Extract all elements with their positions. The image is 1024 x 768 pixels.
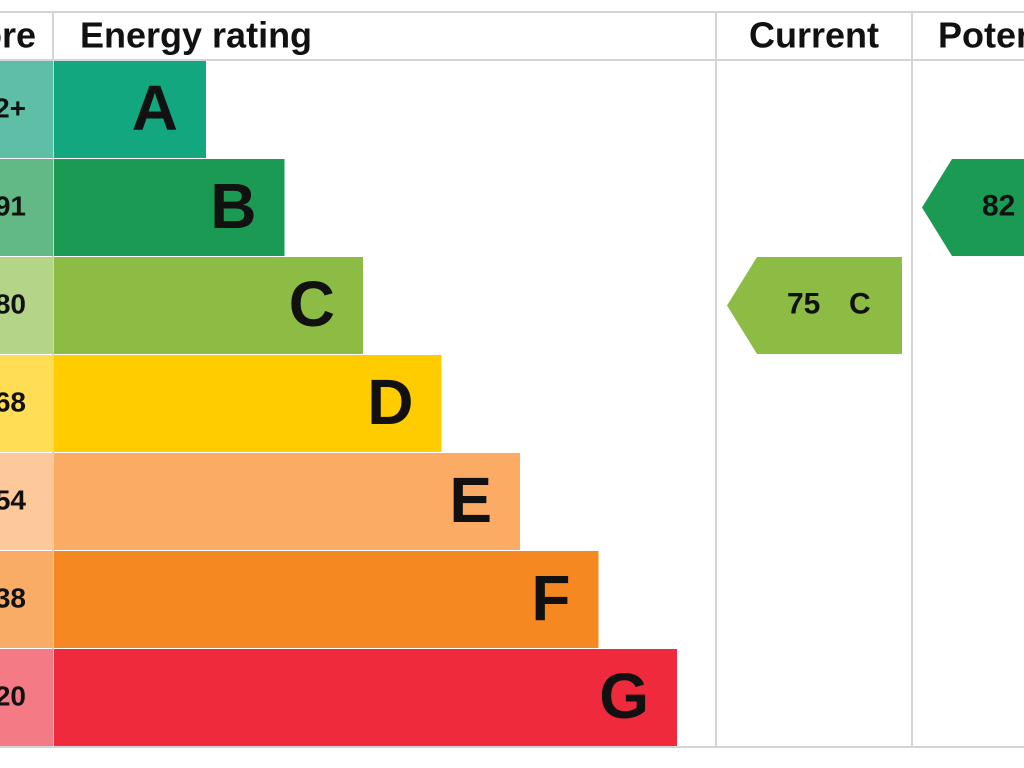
score-range: 21-38 [0,582,26,613]
rating-bar [54,61,206,158]
current-header: Current [749,15,879,56]
rating-bar [54,551,599,648]
score-cell [0,257,53,354]
current-band: C [849,287,871,320]
rating-letter: F [531,562,570,634]
current-score: 75 [787,287,820,320]
score-range: 39-54 [0,484,26,515]
score-range: 1-20 [0,680,26,711]
score-cell [0,61,53,158]
score-range: 92+ [0,92,26,123]
score-cell [0,355,53,452]
rating-letter: D [367,366,413,438]
potential-header: Potential [938,15,1024,56]
score-header: Score [0,15,36,56]
score-range: 69-80 [0,288,26,319]
rating-bar [54,649,677,746]
score-range: 55-68 [0,386,26,417]
rating-letter: E [449,464,492,536]
potential-arrow [922,159,1024,256]
score-cell [0,551,53,648]
current-arrow [727,257,902,354]
rating-bar [54,355,442,452]
score-cell [0,453,53,550]
rating-letter: B [210,170,256,242]
score-range: 81-91 [0,190,26,221]
rating-letter: G [599,660,649,732]
rating-header: Energy rating [80,15,312,56]
score-cell [0,649,53,746]
rating-bar [54,159,285,256]
rating-letter: C [289,268,335,340]
rating-bar [54,257,363,354]
potential-score: 82 [982,189,1015,222]
rating-bar [54,453,520,550]
rating-letter: A [132,72,178,144]
score-cell [0,159,53,256]
